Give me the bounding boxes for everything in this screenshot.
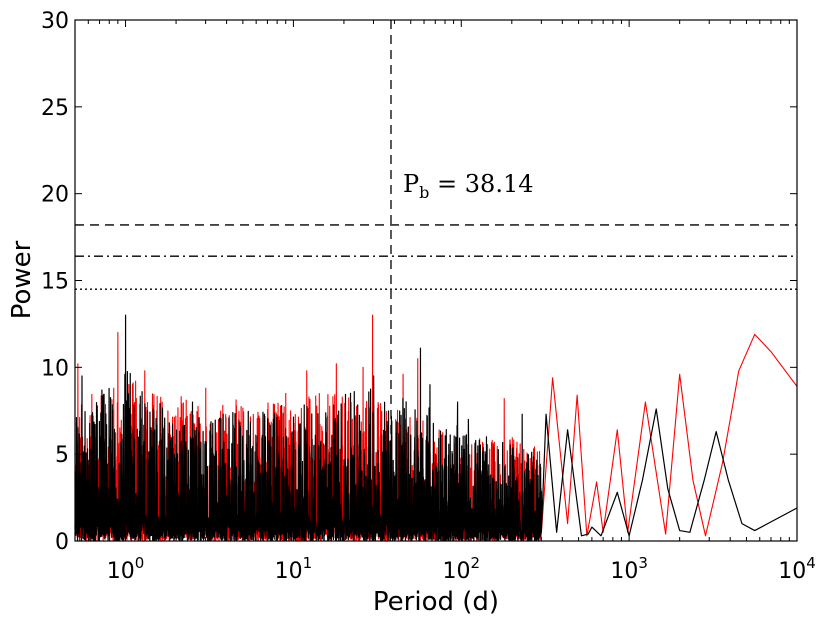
- x-tick-label-base: 10: [275, 559, 303, 584]
- y-tick-label: 20: [41, 183, 69, 208]
- x-tick-label: 103: [610, 554, 648, 584]
- y-tick-label: 30: [41, 9, 69, 34]
- reference-lines: [75, 20, 797, 541]
- annotation-main: P: [403, 170, 419, 198]
- x-tick-label-exponent: 4: [806, 554, 816, 572]
- x-tick-label-exponent: 3: [638, 554, 648, 572]
- x-tick-label: 101: [275, 554, 313, 584]
- x-tick-label-exponent: 1: [303, 554, 313, 572]
- x-tick-label-base: 10: [442, 559, 470, 584]
- x-axis-title: Period (d): [373, 587, 499, 617]
- x-tick-label: 100: [107, 554, 145, 584]
- y-tick-label: 10: [41, 356, 69, 381]
- x-tick-label: 104: [778, 554, 816, 584]
- x-tick-label-base: 10: [107, 559, 135, 584]
- x-tick-label-base: 10: [610, 559, 638, 584]
- annotation-label: Pb = 38.14: [403, 170, 533, 202]
- x-axis-ticks: 100 101 102 103 104: [74, 20, 816, 584]
- y-tick-label: 0: [55, 530, 69, 555]
- annotation-value: = 38.14: [429, 170, 533, 198]
- y-tick-label: 5: [55, 443, 69, 468]
- y-axis-title: Power: [7, 240, 37, 319]
- x-tick-label-exponent: 2: [470, 554, 480, 572]
- x-tick-label: 102: [442, 554, 480, 584]
- y-axis-ticks: 0 5 10 15 20 25 30: [41, 9, 797, 555]
- y-tick-label: 15: [41, 270, 69, 295]
- annotation-subscript: b: [419, 183, 429, 202]
- y-tick-label: 25: [41, 96, 69, 121]
- x-tick-label-exponent: 0: [135, 554, 145, 572]
- x-tick-label-base: 10: [778, 559, 806, 584]
